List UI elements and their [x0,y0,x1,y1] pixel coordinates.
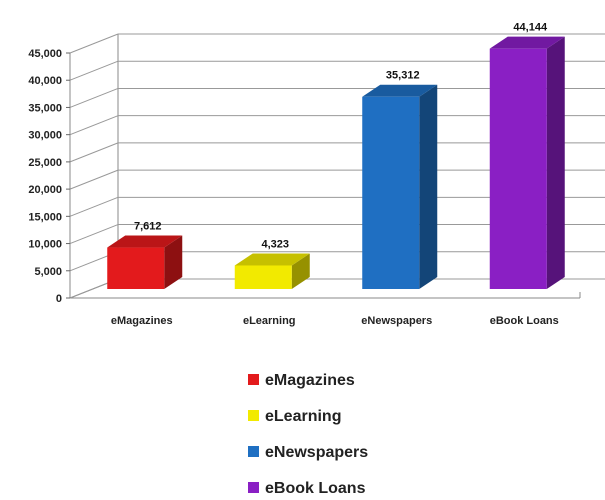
legend-label: eNewspapers [265,444,368,461]
gridline-depth [69,87,119,108]
bar-top [107,235,183,248]
bar-side [164,235,183,289]
legend-swatch [248,446,259,457]
x-tick-label: eLearning [243,315,296,327]
y-tick-label: 30,000 [28,130,62,142]
x-tick-label: eNewspapers [361,315,432,327]
y-axis: 0 5,000 10,000 15,000 20,000 25,000 30,000 35,0… [28,48,71,305]
data-label: 4,323 [261,238,289,250]
bar-side [419,84,438,289]
legend: eMagazines eLearning eNewspapers eBook Loan… [248,372,368,497]
legend-swatch [248,410,259,421]
y-tick-label: 45,000 [28,48,62,60]
x-axis-labels: eMagazines eLearning eNewspapers eBook Loan… [111,315,559,327]
bar-emagazines: 7,612 [107,221,183,289]
gridline-depth [69,196,119,217]
bar-ebook-loans: 44,144 [489,22,565,289]
gridline-depth [69,60,119,81]
x-tick-label: eBook Loans [490,315,559,327]
bar-front [234,265,292,289]
data-label: 7,612 [134,221,162,233]
gridline-depth [69,33,119,54]
bar-top [489,36,565,49]
gridline-depth [69,224,119,245]
y-tick-label: 35,000 [28,102,62,114]
legend-swatch [248,374,259,385]
gridline-depth [69,115,119,136]
bar-front [489,48,547,289]
y-tick-label: 5,000 [34,266,62,278]
bar-top [362,84,438,97]
data-label: 35,312 [386,70,420,82]
bar-front [107,247,165,289]
y-tick-label: 20,000 [28,184,62,196]
bars: 7,612 4,323 35,312 44,144 [107,22,565,289]
bar-front [362,96,420,289]
bar-side [291,253,310,289]
gridline-depth [69,169,119,190]
legend-label: eMagazines [265,372,355,389]
gridline-depth [69,142,119,163]
y-tick-label: 10,000 [28,239,62,251]
y-tick-label: 0 [56,293,62,305]
y-tick-label: 25,000 [28,157,62,169]
y-tick-label: 15,000 [28,211,62,223]
legend-label: eBook Loans [265,480,366,497]
bar-top [234,253,310,266]
bar-side [546,36,565,289]
y-tick-label: 40,000 [28,75,62,87]
data-label: 44,144 [513,22,548,34]
bar-enewspapers: 35,312 [362,70,438,289]
legend-swatch [248,482,259,493]
bar-elearning: 4,323 [234,238,310,289]
x-tick-label: eMagazines [111,315,173,327]
legend-label: eLearning [265,408,341,425]
